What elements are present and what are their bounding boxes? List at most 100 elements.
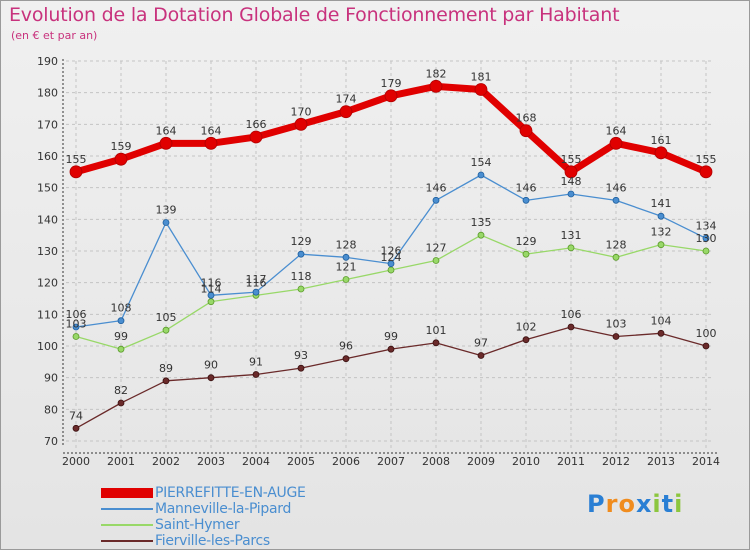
data-label: 91 [249, 356, 263, 369]
x-tick-label: 2006 [332, 455, 360, 468]
data-label: 182 [426, 67, 447, 80]
data-point [477, 231, 485, 239]
x-tick-label: 2004 [242, 455, 270, 468]
legend-label: PIERREFITTE-EN-AUGE [155, 485, 306, 501]
data-label: 99 [384, 330, 398, 343]
y-tick-label: 170 [37, 118, 58, 131]
data-label: 146 [606, 181, 627, 194]
data-point [657, 212, 665, 220]
data-point [432, 196, 440, 204]
data-label-layer: 155 159 164 164 166 170 174 179 182 181 168 155 164 1… [66, 67, 717, 422]
legend-swatch [101, 524, 153, 526]
legend-swatch [101, 508, 153, 510]
data-label: 108 [111, 302, 132, 315]
data-label: 166 [246, 118, 267, 131]
y-tick-label: 120 [37, 277, 58, 290]
legend-label: Saint-Hymer [155, 517, 240, 533]
x-tick-label: 2002 [152, 455, 180, 468]
data-label: 155 [66, 153, 87, 166]
data-label: 128 [336, 238, 357, 251]
data-point [69, 165, 83, 179]
data-label: 103 [606, 318, 627, 331]
x-tick-label: 2008 [422, 455, 450, 468]
data-point [159, 136, 173, 150]
data-point [654, 146, 668, 160]
data-point [522, 250, 530, 258]
axis-layer: 70 80 90 100 110 120 130 140 150 160 170 180 190 2000… [37, 55, 720, 468]
data-point [342, 276, 350, 283]
data-point [567, 190, 575, 198]
data-label: 127 [426, 242, 447, 255]
data-label: 164 [201, 124, 222, 137]
data-label: 129 [516, 235, 537, 248]
data-point [519, 124, 533, 138]
y-tick-label: 180 [37, 87, 58, 100]
data-label: 117 [246, 273, 267, 286]
data-label: 164 [606, 124, 627, 137]
data-point [252, 288, 260, 296]
data-label: 148 [561, 175, 582, 188]
data-point [477, 352, 485, 359]
x-tick-label: 2014 [692, 455, 720, 468]
logo-letter: o [618, 490, 636, 518]
data-point [297, 285, 305, 293]
data-point [249, 130, 263, 144]
data-point [477, 171, 485, 179]
data-label: 132 [651, 226, 672, 239]
chart-title: Evolution de la Dotation Globale de Fonc… [9, 4, 620, 26]
data-point [522, 336, 530, 344]
data-label: 89 [159, 362, 173, 375]
data-point [387, 345, 395, 353]
y-tick-label: 70 [44, 435, 58, 448]
data-point [207, 374, 215, 382]
x-tick-label: 2010 [512, 455, 540, 468]
data-label: 101 [426, 324, 447, 337]
data-label: 105 [156, 311, 177, 324]
y-tick-label: 150 [37, 182, 58, 195]
data-label: 93 [294, 349, 308, 362]
data-point [657, 329, 665, 337]
data-label: 106 [561, 308, 582, 321]
data-label: 104 [651, 314, 672, 327]
y-tick-label: 100 [37, 340, 58, 353]
logo-letter: x [635, 490, 653, 518]
data-point [72, 333, 80, 340]
y-tick-label: 90 [44, 372, 58, 385]
data-label: 90 [204, 359, 218, 372]
data-label: 82 [114, 384, 128, 397]
data-label: 124 [381, 251, 402, 264]
data-label: 74 [69, 409, 83, 422]
y-tick-label: 80 [44, 403, 58, 416]
logo-letter: r [605, 490, 619, 518]
data-label: 116 [246, 276, 267, 289]
data-point [699, 165, 713, 179]
data-label: 154 [471, 156, 492, 169]
data-label: 114 [201, 283, 222, 296]
data-point [294, 117, 308, 131]
data-label: 161 [651, 134, 672, 147]
data-point [204, 136, 218, 150]
data-label: 103 [66, 318, 87, 331]
data-point [72, 424, 80, 432]
data-label: 146 [516, 181, 537, 194]
data-label: 155 [696, 153, 717, 166]
data-point [567, 244, 575, 252]
data-point [702, 342, 710, 350]
data-point [387, 266, 395, 274]
data-label: 168 [516, 112, 537, 125]
data-point [117, 345, 125, 353]
data-point [162, 326, 170, 334]
y-tick-label: 160 [37, 150, 58, 163]
data-label: 141 [651, 197, 672, 210]
data-label: 121 [336, 261, 357, 274]
data-label: 170 [291, 105, 312, 118]
data-point [474, 83, 488, 96]
data-label: 129 [291, 235, 312, 248]
data-label: 102 [516, 321, 537, 334]
data-label: 106 [66, 308, 87, 321]
data-point [297, 364, 305, 372]
legend-label: Fierville-les-Parcs [155, 533, 270, 549]
logo-letter: t [661, 490, 675, 518]
data-label: 164 [156, 124, 177, 137]
